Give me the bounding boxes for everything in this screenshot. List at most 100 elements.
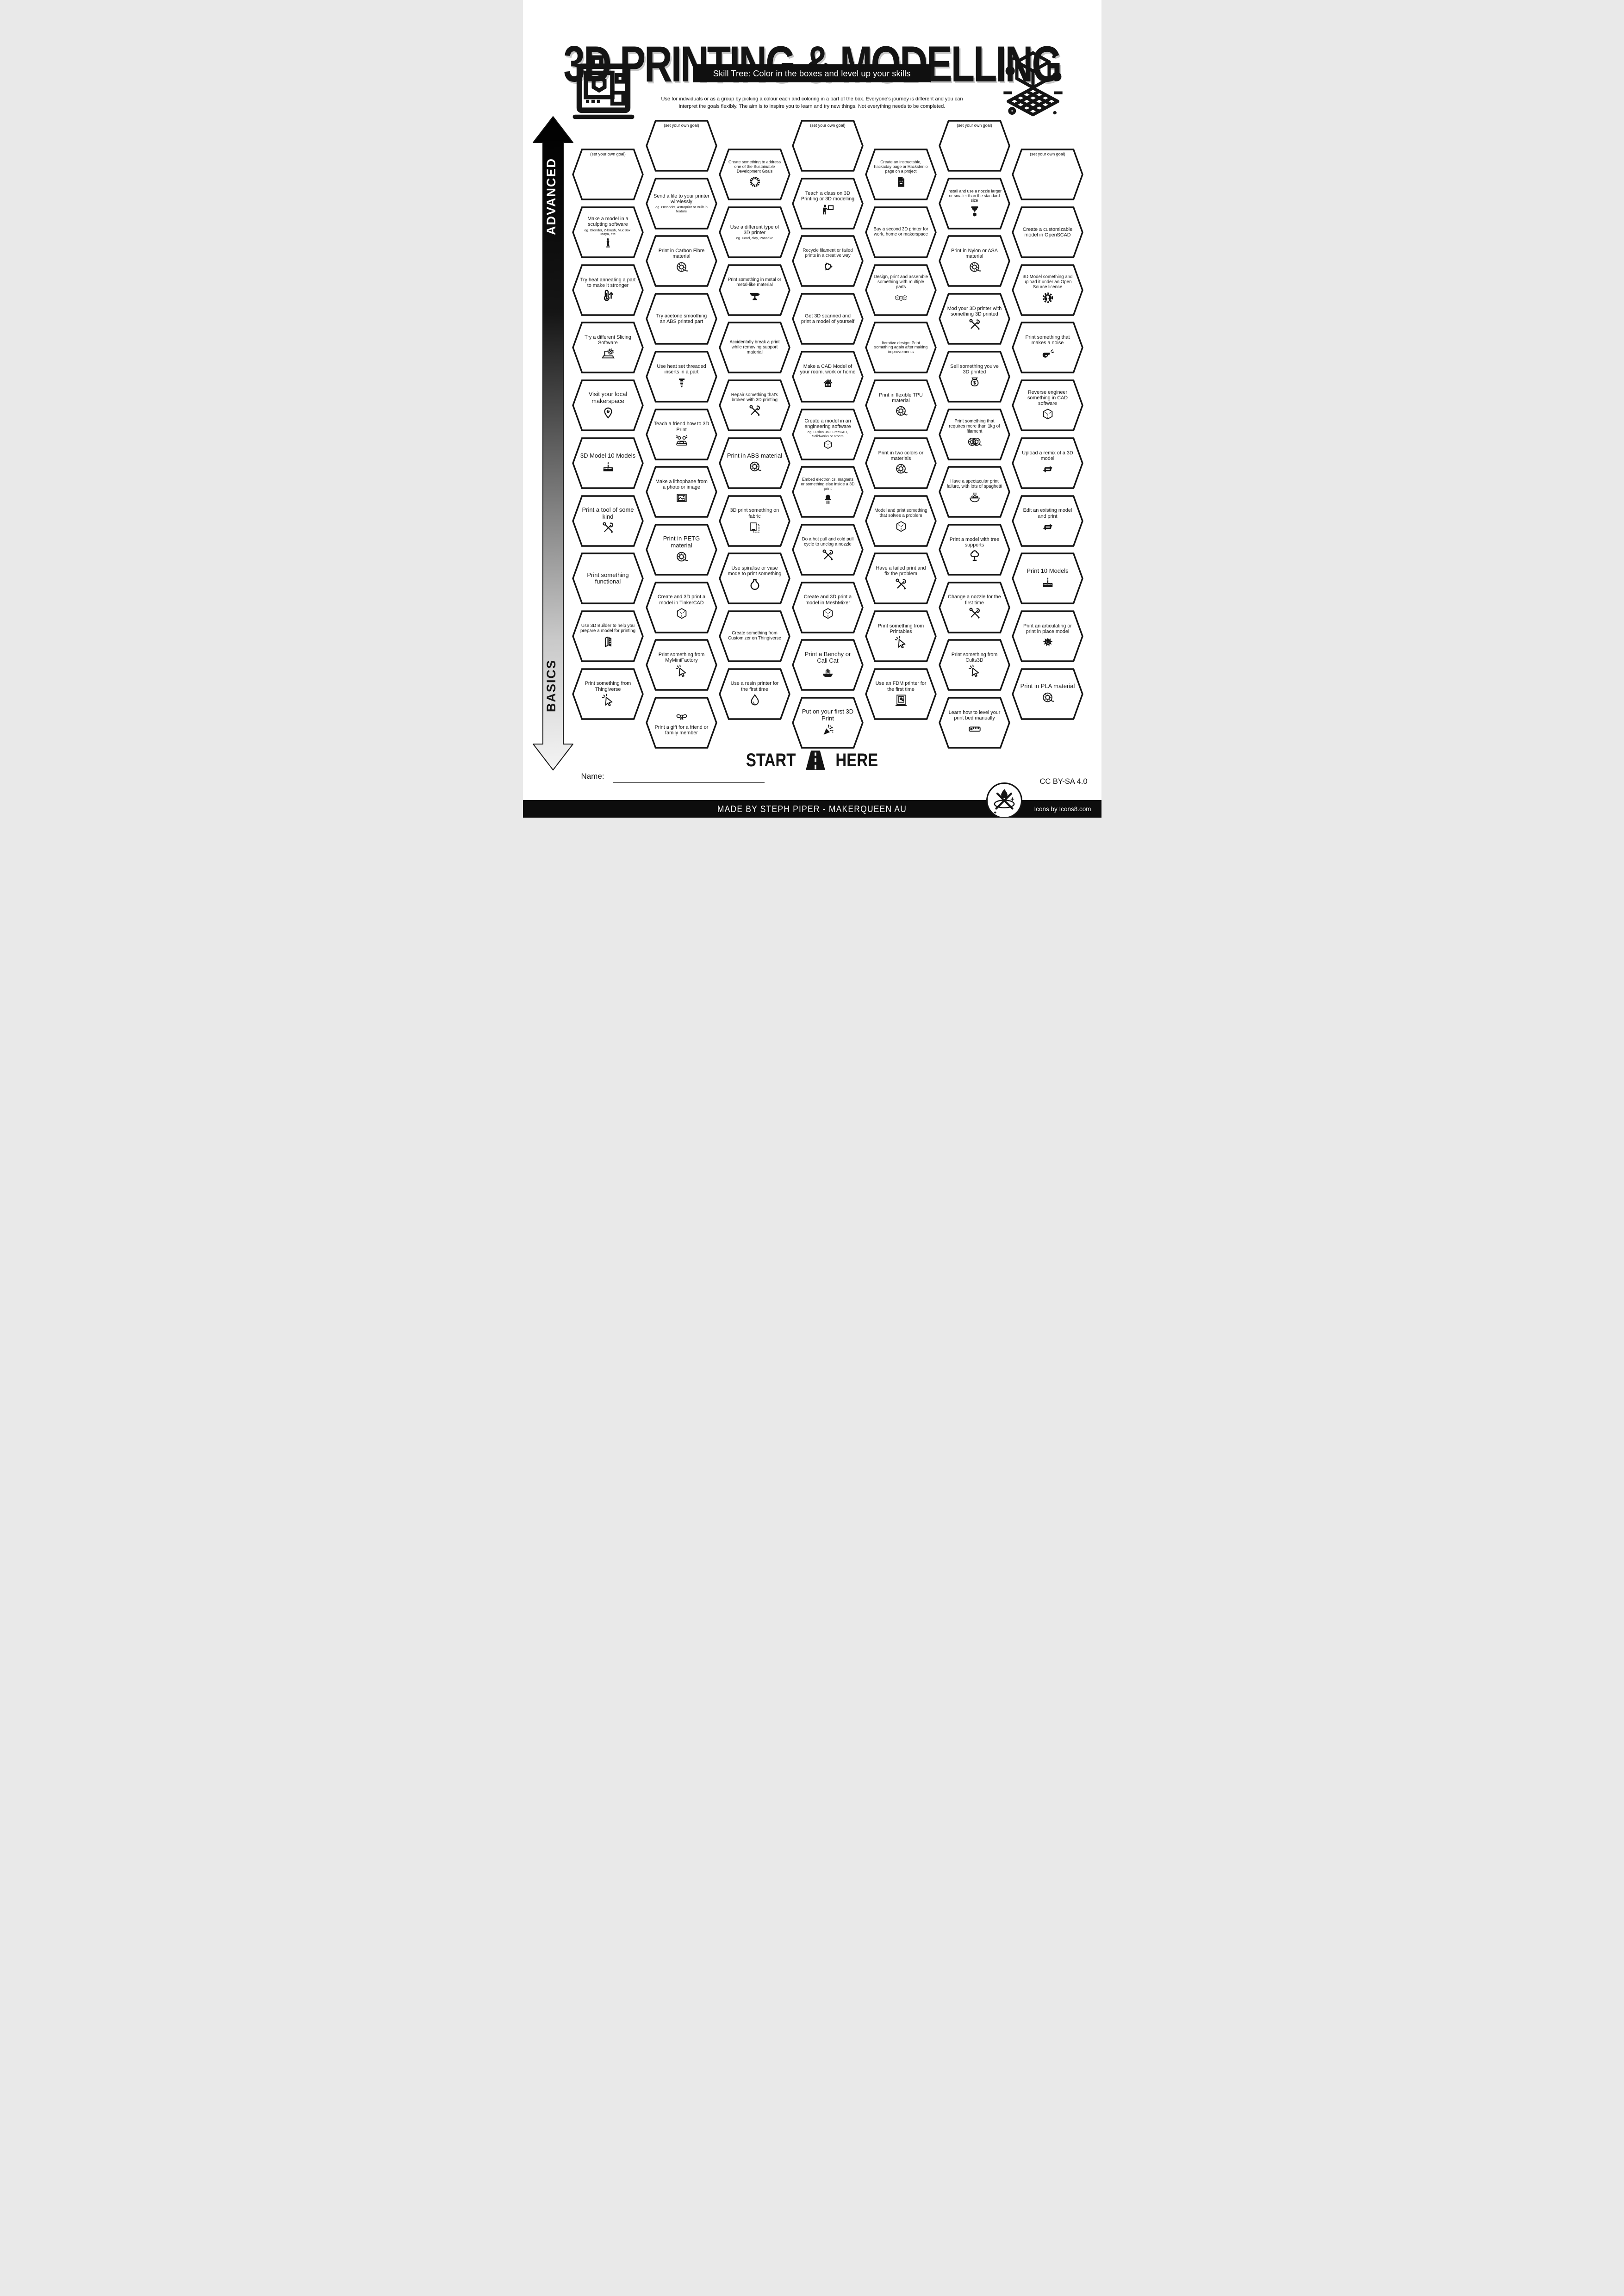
hex-use-an-fdm-printer-for-the-first-time[interactable]: Use an FDM printer for the first time (865, 668, 937, 720)
hex-make-a-model-in-a-sculpting-software[interactable]: Make a model in a sculpting software eg. … (572, 206, 644, 258)
hex-print-something-functional[interactable]: Print something functional (572, 552, 644, 604)
hex-label: Model and print something that solves a … (874, 508, 927, 518)
hex-content: Print something functional (580, 554, 636, 602)
license-text: CC BY-SA 4.0 (1039, 777, 1088, 786)
gift-bow-icon (675, 710, 689, 724)
hex-content: Learn how to level your print bed manual… (946, 699, 1002, 747)
hex-learn-how-to-level-your-print-bed-manually[interactable]: Learn how to level your print bed manual… (939, 697, 1010, 749)
hex-make-a-lithophane-from-a-photo-or-image[interactable]: Make a lithophane from a photo or image (646, 466, 717, 518)
hex-use-a-different-type-of-3d-printer[interactable]: Use a different type of 3D printer eg. Fo… (719, 206, 790, 258)
hex-create-something-from-customizer-on-thingiverse[interactable]: Create something from Customizer on Thin… (719, 610, 790, 662)
hex-create-and-3d-print-a-model-in-meshmixer[interactable]: Create and 3D print a model in MeshMixer (792, 581, 864, 633)
hex-print-something-that-makes-a-noise[interactable]: Print something that makes a noise (1012, 322, 1083, 374)
hex-outline (865, 552, 937, 604)
hex-print-in-abs-material[interactable]: Print in ABS material (719, 437, 790, 489)
hex-try-heat-annealing-a-part-to-make-it-stronger[interactable]: Try heat annealing a part to make it str… (572, 264, 644, 316)
hex-repair-something-that-s-broken-with-3d-printing[interactable]: Repair something that's broken with 3D p… (719, 379, 790, 431)
filament-spool-icon (1041, 691, 1055, 705)
hex-embed-electronics-magnets-or-something-else-insi[interactable]: Embed electronics, magnets or something … (792, 466, 864, 518)
hex-use-spiralise-or-vase-mode-to-print-something[interactable]: Use spiralise or vase mode to print some… (719, 552, 790, 604)
hex-print-a-benchy-or-cali-cat[interactable]: Print a Benchy or Cali Cat (792, 639, 864, 691)
hex-visit-your-local-makerspace[interactable]: Visit your local makerspace (572, 379, 644, 431)
hex-design-print-and-assemble-something-with-multipl[interactable]: Design, print and assemble something wit… (865, 264, 937, 316)
hex-outline (1012, 322, 1083, 374)
hex-print-in-pla-material[interactable]: Print in PLA material (1012, 668, 1083, 720)
hex-try-acetone-smoothing-an-abs-printed-part[interactable]: Try acetone smoothing an ABS printed par… (646, 293, 717, 345)
hex-content: Print in Carbon Fibre material (653, 237, 709, 285)
hex-sell-something-you-ve-3d-printed[interactable]: Sell something you've 3D printed (939, 351, 1010, 403)
hex-label: Install and use a nozzle larger or small… (947, 188, 1002, 203)
hex-accidentally-break-a-print-while-removing-suppor[interactable]: Accidentally break a print while removin… (719, 322, 790, 374)
hex-try-a-different-slicing-software[interactable]: Try a different Slicing Software (572, 322, 644, 374)
hex-content: (set your own goal) (1020, 150, 1076, 199)
hex-content: Create and 3D print a model in MeshMixer (800, 583, 856, 632)
hex-print-something-from-cults3d[interactable]: Print something from Cults3D (939, 639, 1010, 691)
hex-use-heat-set-threaded-inserts-in-a-part[interactable]: Use heat set threaded inserts in a part (646, 351, 717, 403)
hex-set-your-own-goal[interactable]: (set your own goal) (646, 120, 717, 172)
hex-print-in-petg-material[interactable]: Print in PETG material (646, 524, 717, 576)
hex-print-something-in-metal-or-metal-like-material[interactable]: Print something in metal or metal-like m… (719, 264, 790, 316)
hex-do-a-hot-pull-and-cold-pull-cycle-to-unclog-a-no[interactable]: Do a hot pull and cold pull cycle to unc… (792, 524, 864, 576)
hex-content: Print 10 Models (1020, 554, 1076, 602)
hex-content: Use a different type of 3D printer eg. Fo… (727, 208, 783, 256)
hex-have-a-failed-print-and-fix-the-problem[interactable]: Have a failed print and fix the problem (865, 552, 937, 604)
hex-get-3d-scanned-and-print-a-model-of-yourself[interactable]: Get 3D scanned and print a model of your… (792, 293, 864, 345)
hex-set-your-own-goal[interactable]: (set your own goal) (792, 120, 864, 172)
hex-3d-model-something-and-upload-it-under-an-open-s[interactable]: 3D Model something and upload it under a… (1012, 264, 1083, 316)
hex-create-and-3d-print-a-model-in-tinkercad[interactable]: Create and 3D print a model in TinkerCAD (646, 581, 717, 633)
hex-content: 3D Model something and upload it under a… (1020, 266, 1076, 314)
hex-iterative-design-print-something-again-after-mak[interactable]: Iterative design: Print something again … (865, 322, 937, 374)
hex-print-something-from-thingiverse[interactable]: Print something from Thingiverse (572, 668, 644, 720)
hex-print-an-articulating-or-print-in-place-model[interactable]: Print an articulating or print in place … (1012, 610, 1083, 662)
hex-buy-a-second-3d-printer-for-work-home-or-makersp[interactable]: Buy a second 3D printer for work, home o… (865, 206, 937, 258)
hex-reverse-engineer-something-in-cad-software[interactable]: Reverse engineer something in CAD softwa… (1012, 379, 1083, 431)
hex-3d-print-something-on-fabric[interactable]: 3D print something on fabric (719, 495, 790, 547)
hex-upload-a-remix-of-a-3d-model[interactable]: Upload a remix of a 3D model (1012, 437, 1083, 489)
hex-print-something-from-myminifactory[interactable]: Print something from MyMiniFactory (646, 639, 717, 691)
goal-label: (set your own goal) (810, 123, 846, 128)
hex-edit-an-existing-model-and-print[interactable]: Edit an existing model and print (1012, 495, 1083, 547)
hex-install-and-use-a-nozzle-larger-or-smaller-than-[interactable]: Install and use a nozzle larger or small… (939, 177, 1010, 230)
hex-create-a-customizable-model-in-openscad[interactable]: Create a customizable model in OpenSCAD (1012, 206, 1083, 258)
hex-make-a-cad-model-of-your-room-work-or-home[interactable]: Make a CAD Model of your room, work or h… (792, 351, 864, 403)
hex-print-a-gift-for-a-friend-or-family-member[interactable]: Print a gift for a friend or family memb… (646, 697, 717, 749)
hex-print-in-two-colors-or-materials[interactable]: Print in two colors or materials (865, 437, 937, 489)
hex-put-on-your-first-3d-print[interactable]: Put on your first 3D Print (792, 697, 864, 749)
hex-print-in-carbon-fibre-material[interactable]: Print in Carbon Fibre material (646, 235, 717, 287)
hex-print-something-that-requires-more-than-1kg-of-f[interactable]: Print something that requires more than … (939, 408, 1010, 460)
hex-content: Create an instructable, hackaday page or… (873, 150, 929, 199)
hex-set-your-own-goal[interactable]: (set your own goal) (572, 149, 644, 201)
hex-print-something-from-printables[interactable]: Print something from Printables (865, 610, 937, 662)
hex-print-a-model-with-tree-supports[interactable]: Print a model with tree supports (939, 524, 1010, 576)
name-input-line[interactable] (612, 782, 765, 783)
hex-use-3d-builder-to-help-you-prepare-a-model-for-p[interactable]: Use 3D Builder to help you prepare a mod… (572, 610, 644, 662)
hex-print-in-nylon-or-asa-material[interactable]: Print in Nylon or ASA material (939, 235, 1010, 287)
hex-content: Install and use a nozzle larger or small… (946, 180, 1002, 228)
hex-label: Recycle filament or failed prints in a c… (803, 248, 853, 259)
remix-arrows-icon (1041, 520, 1055, 534)
hex-print-a-tool-of-some-kind[interactable]: Print a tool of some kind (572, 495, 644, 547)
hex-content: Get 3D scanned and print a model of your… (800, 295, 856, 343)
hex-mod-your-3d-printer-with-something-3d-printed[interactable]: Mod your 3D printer with something 3D pr… (939, 293, 1010, 345)
hex-outline (646, 639, 717, 691)
hex-content: Print something that makes a noise (1020, 323, 1076, 372)
hex-model-and-print-something-that-solves-a-problem[interactable]: Model and print something that solves a … (865, 495, 937, 547)
hex-print-in-flexible-tpu-material[interactable]: Print in flexible TPU material (865, 379, 937, 431)
hex-have-a-spectacular-print-failure-with-lots-of-sp[interactable]: Have a spectacular print failure, with l… (939, 466, 1010, 518)
hex-teach-a-class-on-3d-printing-or-3d-modelling[interactable]: Teach a class on 3D Printing or 3D model… (792, 177, 864, 230)
hex-3d-model-10-models[interactable]: 3D Model 10 Models (572, 437, 644, 489)
hex-change-a-nozzle-for-the-first-time[interactable]: Change a nozzle for the first time (939, 581, 1010, 633)
hex-teach-a-friend-how-to-3d-print[interactable]: Teach a friend how to 3D Print (646, 408, 717, 460)
hex-create-an-instructable-hackaday-page-or-hackster[interactable]: Create an instructable, hackaday page or… (865, 149, 937, 201)
hex-create-something-to-address-one-of-the-sustainab[interactable]: Create something to address one of the S… (719, 149, 790, 201)
hex-set-your-own-goal[interactable]: (set your own goal) (1012, 149, 1083, 201)
hex-set-your-own-goal[interactable]: (set your own goal) (939, 120, 1010, 172)
hex-print-10-models[interactable]: Print 10 Models (1012, 552, 1083, 604)
hex-recycle-filament-or-failed-prints-in-a-creative-[interactable]: Recycle filament or failed prints in a c… (792, 235, 864, 287)
hex-send-a-file-to-your-printer-wirelessly[interactable]: Send a file to your printer wirelessly eg… (646, 177, 717, 230)
hex-use-a-resin-printer-for-the-first-time[interactable]: Use a resin printer for the first time (719, 668, 790, 720)
hex-outline (572, 668, 644, 720)
hex-create-a-model-in-an-engineering-software[interactable]: Create a model in an engineering softwar… (792, 408, 864, 460)
vase-icon (748, 577, 762, 591)
hex-label: Create a model in an engineering softwar… (804, 418, 851, 429)
